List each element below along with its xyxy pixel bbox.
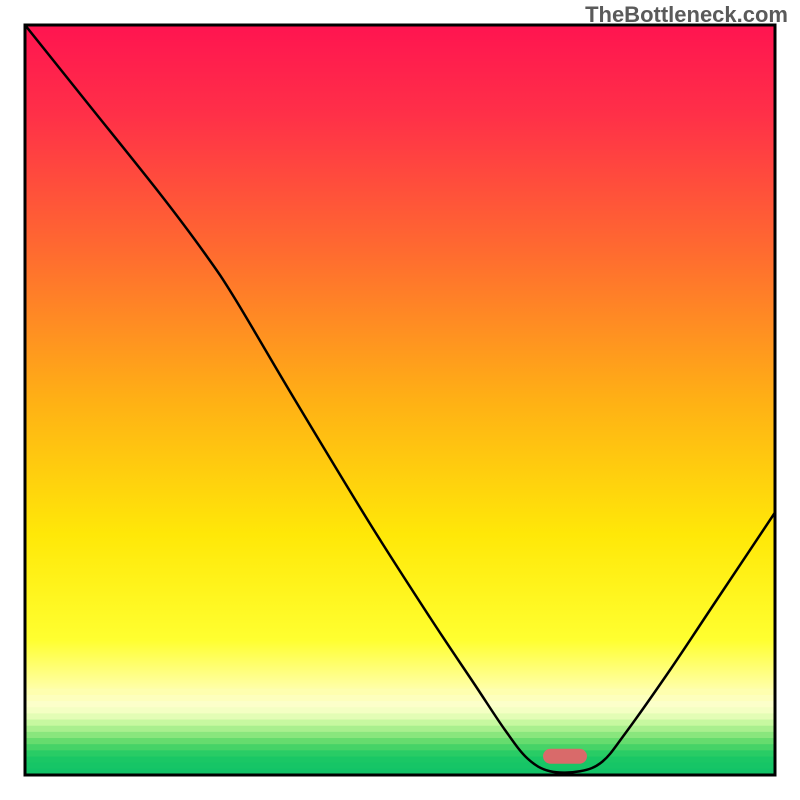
optimal-marker [543, 749, 587, 764]
chart-canvas [0, 0, 800, 800]
bottleneck-chart: TheBottleneck.com [0, 0, 800, 800]
gradient-stripes [25, 689, 775, 776]
watermark-text: TheBottleneck.com [585, 2, 788, 28]
chart-background [25, 25, 775, 775]
